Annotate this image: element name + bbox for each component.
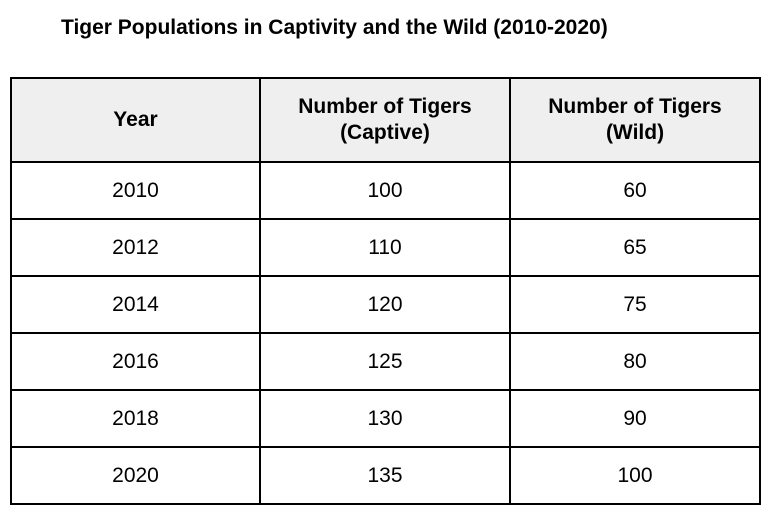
wild-cell: 60 [509,161,761,220]
wild-cell: 100 [509,446,761,505]
wild-cell: 90 [509,389,761,448]
wild-cell: 80 [509,332,761,391]
column-header-line: (Captive) [340,121,430,144]
table-title: Tiger Populations in Captivity and the W… [61,16,608,39]
wild-cell: 65 [509,218,761,277]
table-row: 2010 100 60 [10,161,761,220]
captive-cell: 120 [259,275,511,334]
captive-cell: 100 [259,161,511,220]
header-row: Year Number of Tigers (Captive) Number o… [10,77,761,163]
table-row: 2020 135 100 [10,446,761,505]
column-header-line: Year [113,108,158,131]
year-cell: 2018 [10,389,261,448]
table-row: 2016 125 80 [10,332,761,391]
column-header-line: Number of Tigers [548,95,722,118]
column-header-line: (Wild) [605,121,665,144]
captive-cell: 125 [259,332,511,391]
column-header-captive: Number of Tigers (Captive) [259,77,511,163]
table-row: 2012 110 65 [10,218,761,277]
year-cell: 2012 [10,218,261,277]
data-table: Year Number of Tigers (Captive) Number o… [10,77,761,505]
year-cell: 2010 [10,161,261,220]
table-row: 2014 120 75 [10,275,761,334]
captive-cell: 130 [259,389,511,448]
captive-cell: 135 [259,446,511,505]
table-row: 2018 130 90 [10,389,761,448]
column-header-line: Number of Tigers [298,95,472,118]
year-cell: 2016 [10,332,261,391]
year-cell: 2014 [10,275,261,334]
column-header-year: Year [10,77,261,163]
captive-cell: 110 [259,218,511,277]
year-cell: 2020 [10,446,261,505]
column-header-wild: Number of Tigers (Wild) [509,77,761,163]
wild-cell: 75 [509,275,761,334]
